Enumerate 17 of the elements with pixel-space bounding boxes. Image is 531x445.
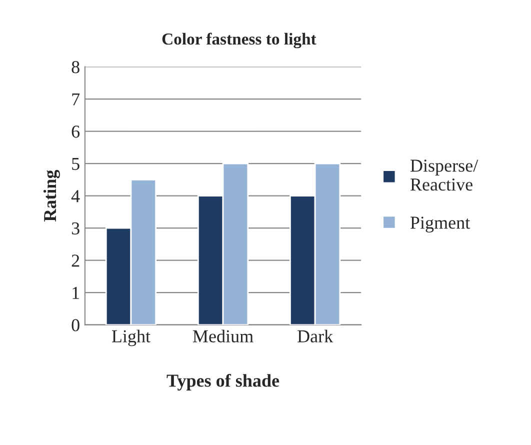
chart-title: Color fastness to light <box>162 32 316 48</box>
y-axis-title: Rating <box>43 170 60 222</box>
legend-label: Disperse/ Reactive <box>410 160 478 191</box>
y-tick-label: 1 <box>72 286 80 299</box>
y-tick-label: 7 <box>72 93 80 106</box>
y-tick-label: 2 <box>72 254 80 267</box>
y-tick-label: 8 <box>72 61 80 74</box>
y-tick-label: 0 <box>72 319 80 332</box>
y-tick-label: 5 <box>72 158 80 170</box>
y-tick-label: 6 <box>72 126 80 138</box>
x-axis-title: Types of shade <box>166 374 280 391</box>
x-tick-label: Medium <box>192 330 254 342</box>
legend-label: Pigment <box>410 216 470 233</box>
y-tick-label: 4 <box>71 190 80 202</box>
x-tick-label: Light <box>112 330 150 346</box>
y-tick-label: 3 <box>72 222 80 235</box>
x-tick-label: Dark <box>298 330 334 342</box>
